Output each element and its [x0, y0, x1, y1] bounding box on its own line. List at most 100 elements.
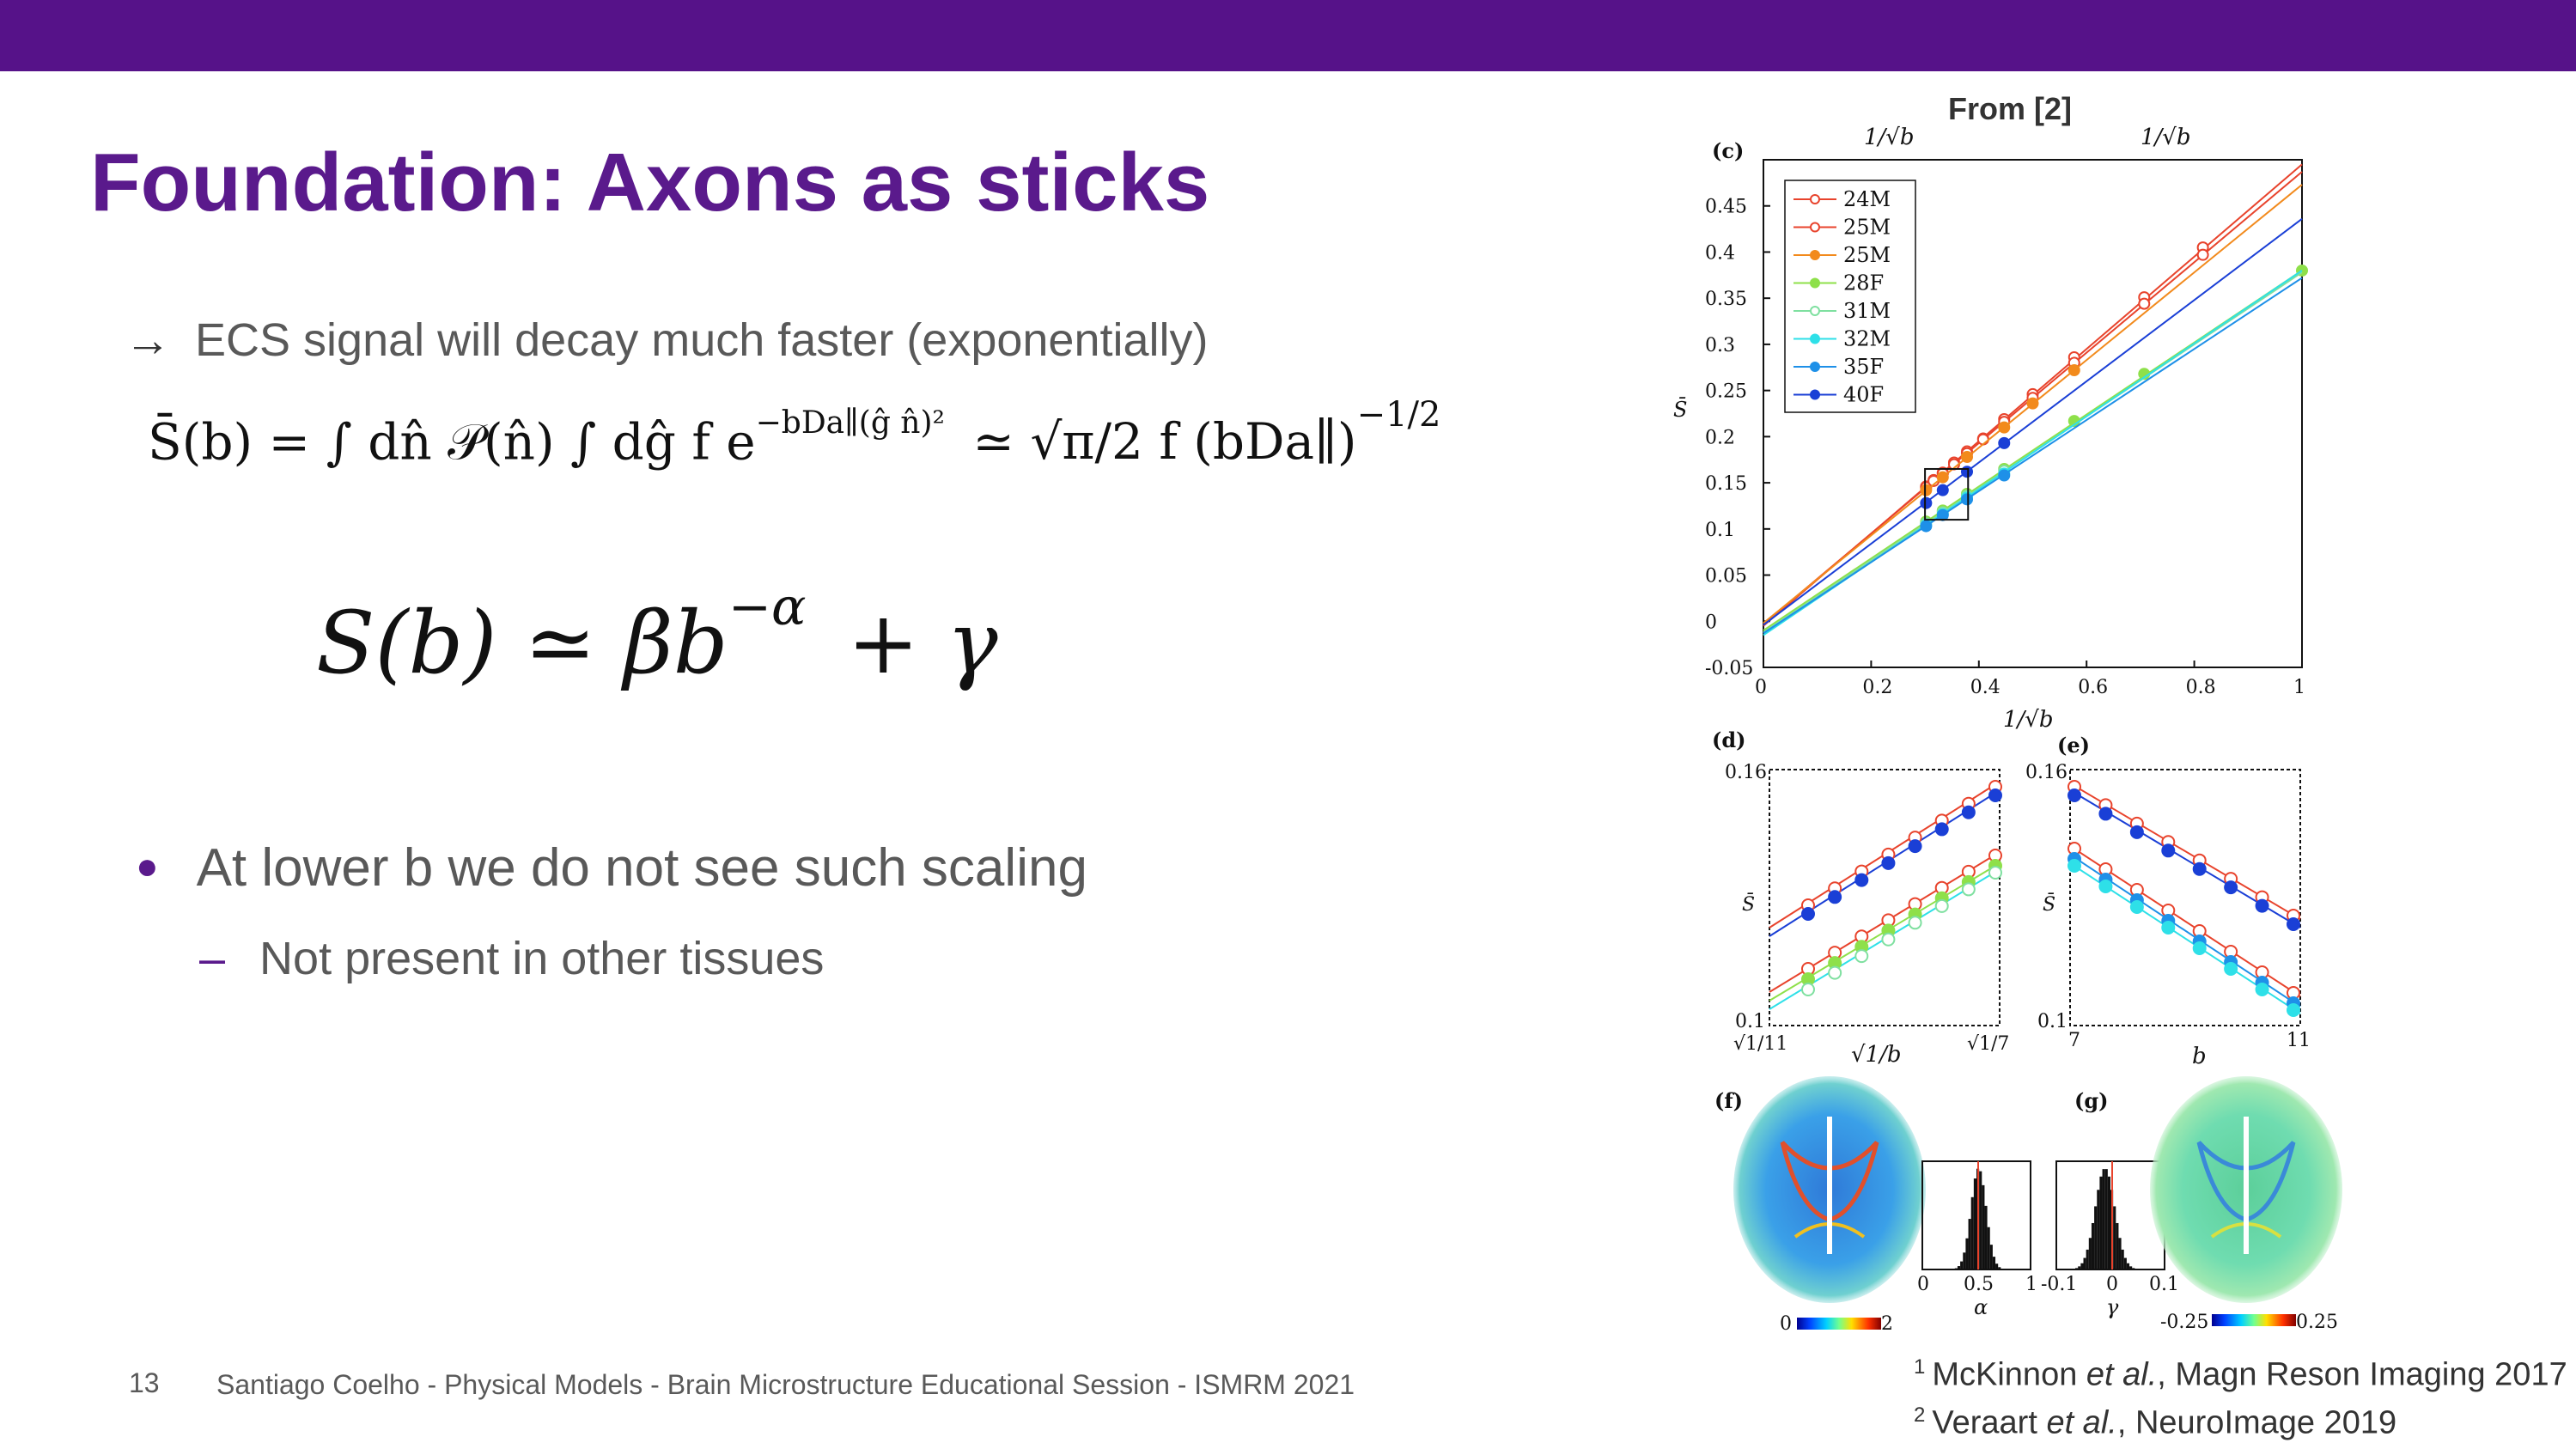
- zoom-data-point: [1854, 929, 1869, 944]
- panel-g-label: (g): [2074, 1088, 2109, 1113]
- panel-d-ylabel: S̄: [1742, 892, 1755, 916]
- alpha-colorbar-min: 0: [1780, 1313, 1792, 1335]
- data-point-32M: [1998, 467, 2011, 480]
- panel-c-ylabel: S̄: [1673, 398, 1687, 422]
- panel-d-ytick-top: 0.16: [1725, 762, 1767, 783]
- zoom-data-point: [1908, 907, 1922, 922]
- y-tick-label: 0.45: [1705, 197, 1747, 218]
- panel-e-xtick-right: 11: [2287, 1030, 2311, 1051]
- data-point-31M: [1936, 506, 1949, 519]
- gamma-tick-neg: -0.1: [2041, 1274, 2077, 1295]
- bullet-dot-icon: ●: [136, 845, 159, 887]
- data-point-24M: [1927, 473, 1940, 486]
- data-point-35F: [1936, 508, 1949, 521]
- zoom-data-point: [2161, 921, 2176, 935]
- data-point-25M: [1936, 471, 1949, 484]
- top-axis-label-left: 1/√b: [1864, 125, 1915, 150]
- data-point-32M: [1961, 491, 1974, 504]
- zoom-data-point: [2161, 914, 2176, 928]
- panel-d-plot: [1769, 769, 2002, 1026]
- zoom-data-point: [1828, 881, 1842, 896]
- data-point-25M: [1998, 421, 2011, 434]
- alpha-tick-05: 0.5: [1964, 1274, 1994, 1295]
- histogram-bar: [2132, 1268, 2135, 1269]
- zoom-data-point: [1961, 805, 1976, 819]
- slide-title: Foundation: Axons as sticks: [90, 137, 1210, 228]
- zoom-data-point: [2287, 1003, 2300, 1017]
- zoom-data-point: [2161, 835, 2176, 849]
- fit-line-32M: [1763, 270, 2303, 636]
- histogram-bar: [1960, 1261, 1964, 1269]
- zoom-data-point: [2161, 904, 2176, 917]
- sub-bullet-text: Not present in other tissues: [259, 933, 825, 984]
- data-point-31M: [1998, 465, 2011, 478]
- histogram-bar: [2088, 1238, 2092, 1269]
- zoom-data-point: [2192, 924, 2207, 938]
- zoom-data-point: [1908, 897, 1922, 911]
- zoom-data-point: [2098, 873, 2113, 886]
- histogram-bar: [2113, 1206, 2116, 1269]
- data-point-40F: [1961, 466, 1974, 478]
- data-point-40F: [1998, 436, 2011, 449]
- zoom-data-point: [1988, 788, 2002, 802]
- data-point-31M: [1961, 490, 1974, 502]
- zoom-data-point: [1961, 864, 1976, 879]
- eq1-exponent: −bDa∥(ĝ n̂)²: [755, 405, 945, 441]
- gamma-colorbar-max: 0.25: [2296, 1312, 2338, 1333]
- zoom-data-point: [1934, 813, 1949, 828]
- zoom-data-point: [2129, 883, 2144, 897]
- zoom-data-point: [2067, 780, 2081, 794]
- panel-d-xtick-right: √1/7: [1967, 1033, 2009, 1055]
- reference-2: 2 Veraart et al., NeuroImage 2019: [1914, 1403, 2396, 1442]
- histogram-bar: [2123, 1257, 2127, 1269]
- eq2-exponent: −α: [728, 576, 807, 637]
- y-tick-label: 0: [1705, 612, 1717, 633]
- data-point-25M: [1936, 467, 1949, 480]
- zoom-data-point: [2255, 976, 2269, 989]
- legend-marker: [1810, 250, 1820, 260]
- fit-line-24M: [1763, 163, 2303, 627]
- gamma-colorbar: [2212, 1314, 2296, 1326]
- eq2-tail: + γ: [847, 593, 998, 693]
- y-tick-label: 0.3: [1705, 335, 1735, 356]
- data-point-28F: [2067, 415, 2080, 428]
- gamma-label: γ: [2106, 1295, 2119, 1319]
- alpha-histogram: [1921, 1160, 2031, 1270]
- zoom-data-point: [1961, 882, 1976, 897]
- zoom-data-point: [1801, 983, 1815, 996]
- legend-marker: [1810, 333, 1820, 344]
- data-point-24M: [1947, 456, 1960, 469]
- zoom-data-point: [2098, 880, 2113, 893]
- zoom-data-point: [1961, 796, 1976, 811]
- panel-e-xtick-left: 7: [2068, 1030, 2080, 1051]
- data-point-28F: [1961, 487, 1974, 500]
- zoom-data-point: [2192, 935, 2207, 948]
- panel-c-frame: [1763, 159, 2303, 668]
- zoom-data-point: [2161, 843, 2176, 858]
- histogram-bar: [2116, 1222, 2119, 1269]
- legend-label-25M: 25M: [1843, 243, 1891, 267]
- zoom-data-point: [1881, 932, 1896, 947]
- zoom-data-point: [1881, 855, 1896, 870]
- zoom-data-point: [1908, 831, 1922, 845]
- zoom-data-point: [1801, 972, 1815, 986]
- right-arrow-icon: →: [125, 314, 171, 366]
- zoom-data-point: [2287, 917, 2300, 931]
- data-point-35F: [1920, 520, 1933, 533]
- alpha-label: α: [1974, 1295, 1988, 1319]
- bullet-lower-b: ● At lower b we do not see such scaling: [136, 837, 1087, 898]
- zoom-data-point: [2098, 798, 2113, 813]
- data-point-40F: [1936, 484, 1949, 496]
- alpha-colorbar: [1797, 1318, 1881, 1330]
- footer-text: Santiago Coelho - Physical Models - Brai…: [216, 1369, 1355, 1400]
- panel-c-label: (c): [1712, 138, 1744, 163]
- histogram-bar: [1970, 1196, 1974, 1269]
- x-tick-label: 0.2: [1862, 677, 1892, 698]
- panel-e-ytick-bottom: 0.1: [2037, 1011, 2067, 1032]
- histogram-bar: [2075, 1268, 2079, 1269]
- legend-label-40F: 40F: [1843, 383, 1884, 407]
- zoom-data-point: [2129, 825, 2144, 839]
- zoom-data-point: [2224, 872, 2238, 886]
- zoom-data-point: [2192, 853, 2207, 868]
- legend-label-32M: 32M: [1843, 327, 1891, 351]
